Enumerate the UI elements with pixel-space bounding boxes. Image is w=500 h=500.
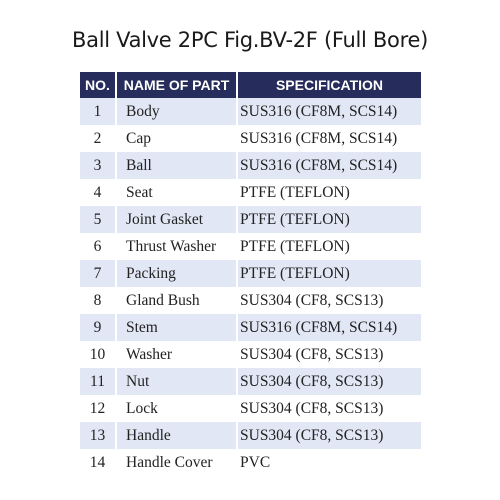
part-specification: PVC — [240, 453, 271, 471]
header-no: NO. — [80, 72, 117, 98]
table-row: 3 Ball SUS316 (CF8M, SCS14) — [80, 152, 421, 179]
part-specification: SUS304 (CF8, SCS13) — [240, 291, 384, 309]
part-specification: PTFE (TEFLON) — [237, 260, 421, 287]
part-name: Ball — [116, 152, 238, 179]
part-specification: SUS304 (CF8, SCS13) — [237, 368, 421, 395]
part-name: Seat — [116, 179, 238, 206]
part-specification: SUS316 (CF8M, SCS14) — [237, 152, 421, 179]
row-number: 5 — [80, 206, 117, 233]
part-name: Joint Gasket — [116, 206, 238, 233]
table-row: 13 Handle SUS304 (CF8, SCS13) — [80, 422, 421, 449]
table-row: 4 Seat PTFE (TEFLON) — [80, 179, 421, 206]
table-row: 2 Cap SUS316 (CF8M, SCS14) — [80, 125, 421, 152]
part-name: Nut — [116, 368, 238, 395]
part-specification: SUS316 (CF8M, SCS14) — [240, 129, 398, 147]
row-number: 12 — [80, 395, 117, 422]
table-row: 8 Gland Bush SUS304 (CF8, SCS13) — [80, 287, 421, 314]
header-specification: SPECIFICATION — [237, 72, 421, 98]
part-name: Stem — [116, 314, 238, 341]
row-number: 8 — [80, 287, 117, 314]
row-number: 1 — [80, 98, 117, 125]
table-header-row: NO. NAME OF PART SPECIFICATION — [80, 72, 421, 98]
part-specification: SUS316 (CF8M, SCS14) — [237, 98, 421, 125]
part-specification: SUS304 (CF8, SCS13) — [237, 422, 421, 449]
part-name: Handle Cover — [116, 449, 238, 476]
page-title: Ball Valve 2PC Fig.BV-2F (Full Bore) — [72, 28, 428, 52]
row-number: 9 — [80, 314, 117, 341]
table-row: 1 Body SUS316 (CF8M, SCS14) — [80, 98, 421, 125]
row-number: 4 — [80, 179, 117, 206]
row-number: 10 — [80, 341, 117, 368]
row-number: 13 — [80, 422, 117, 449]
row-number: 2 — [80, 125, 117, 152]
part-specification: SUS316 (CF8M, SCS14) — [237, 314, 421, 341]
row-number: 14 — [80, 449, 117, 476]
part-name: Body — [116, 98, 238, 125]
part-name: Packing — [116, 260, 238, 287]
part-name: Lock — [116, 395, 238, 422]
table-row: 10 Washer SUS304 (CF8, SCS13) — [80, 341, 421, 368]
table-row: 6 Thrust Washer PTFE (TEFLON) — [80, 233, 421, 260]
row-number: 3 — [80, 152, 117, 179]
table-row: 14 Handle Cover PVC — [80, 449, 421, 476]
row-number: 6 — [80, 233, 117, 260]
part-name: Washer — [116, 341, 238, 368]
row-number: 7 — [80, 260, 117, 287]
part-name: Gland Bush — [116, 287, 238, 314]
parts-table: NO. NAME OF PART SPECIFICATION 1 Body SU… — [80, 72, 421, 476]
part-name: Handle — [116, 422, 238, 449]
table-row: 9 Stem SUS316 (CF8M, SCS14) — [80, 314, 421, 341]
part-specification: SUS304 (CF8, SCS13) — [240, 345, 384, 363]
part-specification: PTFE (TEFLON) — [240, 183, 350, 201]
table-row: 12 Lock SUS304 (CF8, SCS13) — [80, 395, 421, 422]
part-name: Thrust Washer — [116, 233, 238, 260]
table-row: 7 Packing PTFE (TEFLON) — [80, 260, 421, 287]
row-number: 11 — [80, 368, 117, 395]
part-name: Cap — [116, 125, 238, 152]
part-specification: SUS304 (CF8, SCS13) — [240, 399, 384, 417]
table-row: 11 Nut SUS304 (CF8, SCS13) — [80, 368, 421, 395]
table-row: 5 Joint Gasket PTFE (TEFLON) — [80, 206, 421, 233]
part-specification: PTFE (TEFLON) — [237, 206, 421, 233]
part-specification: PTFE (TEFLON) — [240, 237, 350, 255]
header-name-of-part: NAME OF PART — [116, 72, 238, 98]
